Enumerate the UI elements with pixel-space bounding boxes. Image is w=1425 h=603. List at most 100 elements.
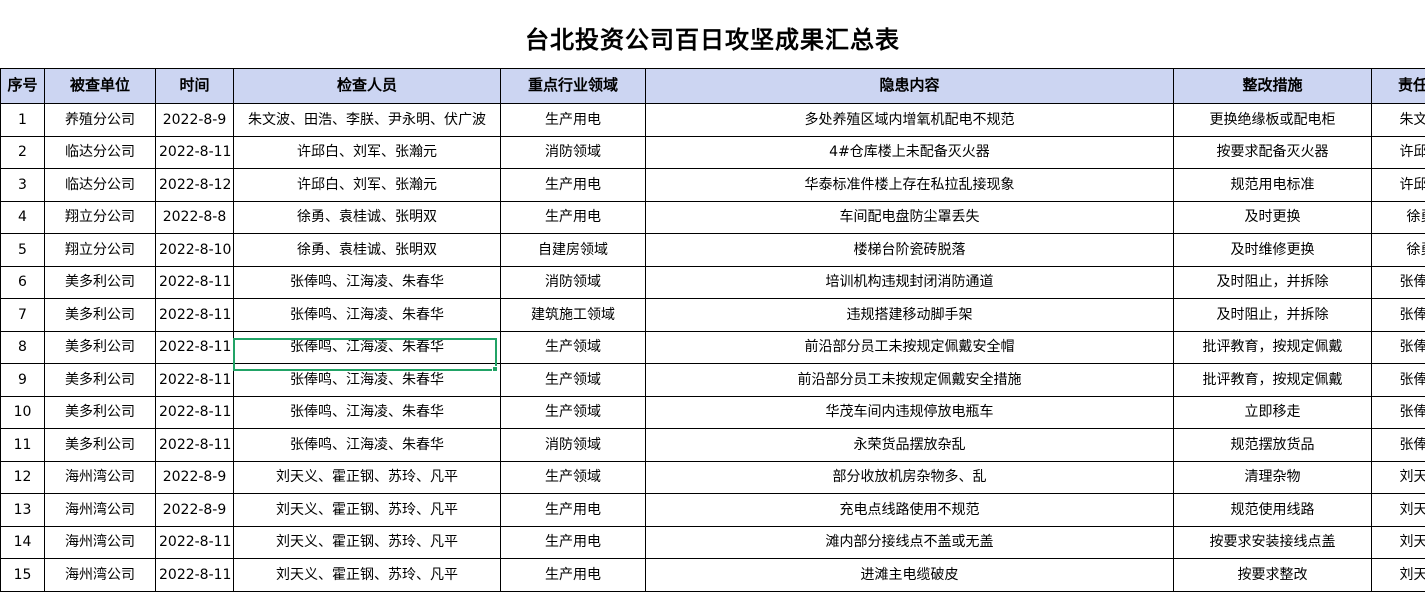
cell-idx[interactable]: 11 xyxy=(0,428,45,462)
cell-field[interactable]: 建筑施工领域 xyxy=(500,298,646,332)
cell-owner[interactable]: 张俸鸣 xyxy=(1371,265,1425,299)
cell-staff[interactable]: 张俸鸣、江海凌、朱春华 xyxy=(233,395,501,429)
cell-date[interactable]: 2022-8-11 xyxy=(155,428,234,462)
cell-staff[interactable]: 张俸鸣、江海凌、朱春华 xyxy=(233,428,501,462)
cell-owner[interactable]: 张俸鸣 xyxy=(1371,298,1425,332)
cell-field[interactable]: 消防领域 xyxy=(500,265,646,299)
cell-unit[interactable]: 美多利公司 xyxy=(44,395,156,429)
cell-staff[interactable]: 刘天义、霍正钢、苏玲、凡平 xyxy=(233,460,501,494)
cell-action[interactable]: 清理杂物 xyxy=(1173,460,1372,494)
column-header-unit[interactable]: 被查单位 xyxy=(44,68,156,104)
cell-idx[interactable]: 14 xyxy=(0,525,45,559)
cell-unit[interactable]: 临达分公司 xyxy=(44,135,156,169)
cell-staff[interactable]: 徐勇、袁桂诚、张明双 xyxy=(233,200,501,234)
cell-action[interactable]: 按要求安装接线点盖 xyxy=(1173,525,1372,559)
cell-date[interactable]: 2022-8-9 xyxy=(155,103,234,137)
cell-unit[interactable]: 美多利公司 xyxy=(44,298,156,332)
cell-field[interactable]: 生产用电 xyxy=(500,525,646,559)
cell-hazard[interactable]: 华泰标准件楼上存在私拉乱接现象 xyxy=(645,168,1174,202)
cell-date[interactable]: 2022-8-10 xyxy=(155,233,234,267)
cell-unit[interactable]: 翔立分公司 xyxy=(44,200,156,234)
cell-hazard[interactable]: 部分收放机房杂物多、乱 xyxy=(645,460,1174,494)
cell-field[interactable]: 生产用电 xyxy=(500,558,646,592)
cell-owner[interactable]: 刘天义 xyxy=(1371,558,1425,592)
cell-idx[interactable]: 3 xyxy=(0,168,45,202)
column-header-hazard[interactable]: 隐患内容 xyxy=(645,68,1174,104)
cell-field[interactable]: 生产用电 xyxy=(500,103,646,137)
cell-action[interactable]: 及时维修更换 xyxy=(1173,233,1372,267)
cell-unit[interactable]: 美多利公司 xyxy=(44,330,156,364)
cell-staff[interactable]: 张俸鸣、江海凌、朱春华 xyxy=(233,363,501,397)
cell-staff[interactable]: 徐勇、袁桂诚、张明双 xyxy=(233,233,501,267)
cell-date[interactable]: 2022-8-12 xyxy=(155,168,234,202)
cell-unit[interactable]: 海州湾公司 xyxy=(44,525,156,559)
cell-action[interactable]: 批评教育，按规定佩戴 xyxy=(1173,363,1372,397)
cell-staff[interactable]: 朱文波、田浩、李朕、尹永明、伏广波 xyxy=(233,103,501,137)
cell-owner[interactable]: 张俸鸣 xyxy=(1371,395,1425,429)
cell-hazard[interactable]: 充电点线路使用不规范 xyxy=(645,493,1174,527)
cell-hazard[interactable]: 永荣货品摆放杂乱 xyxy=(645,428,1174,462)
cell-field[interactable]: 消防领域 xyxy=(500,135,646,169)
cell-hazard[interactable]: 多处养殖区域内增氧机配电不规范 xyxy=(645,103,1174,137)
cell-field[interactable]: 消防领域 xyxy=(500,428,646,462)
cell-hazard[interactable]: 车间配电盘防尘罩丢失 xyxy=(645,200,1174,234)
cell-staff[interactable]: 张俸鸣、江海凌、朱春华 xyxy=(233,298,501,332)
cell-unit[interactable]: 海州湾公司 xyxy=(44,460,156,494)
cell-field[interactable]: 生产领域 xyxy=(500,330,646,364)
column-header-index[interactable]: 序号 xyxy=(0,68,45,104)
cell-owner[interactable]: 许邱白 xyxy=(1371,135,1425,169)
cell-date[interactable]: 2022-8-11 xyxy=(155,330,234,364)
cell-unit[interactable]: 临达分公司 xyxy=(44,168,156,202)
cell-staff[interactable]: 许邱白、刘军、张瀚元 xyxy=(233,168,501,202)
cell-staff[interactable]: 刘天义、霍正钢、苏玲、凡平 xyxy=(233,525,501,559)
cell-action[interactable]: 批评教育，按规定佩戴 xyxy=(1173,330,1372,364)
cell-action[interactable]: 规范摆放货品 xyxy=(1173,428,1372,462)
cell-field[interactable]: 自建房领域 xyxy=(500,233,646,267)
cell-date[interactable]: 2022-8-11 xyxy=(155,265,234,299)
cell-field[interactable]: 生产领域 xyxy=(500,395,646,429)
cell-unit[interactable]: 美多利公司 xyxy=(44,428,156,462)
cell-idx[interactable]: 2 xyxy=(0,135,45,169)
cell-unit[interactable]: 海州湾公司 xyxy=(44,493,156,527)
cell-date[interactable]: 2022-8-11 xyxy=(155,298,234,332)
cell-hazard[interactable]: 培训机构违规封闭消防通道 xyxy=(645,265,1174,299)
cell-unit[interactable]: 美多利公司 xyxy=(44,363,156,397)
cell-date[interactable]: 2022-8-11 xyxy=(155,363,234,397)
cell-hazard[interactable]: 滩内部分接线点不盖或无盖 xyxy=(645,525,1174,559)
cell-hazard[interactable]: 违规搭建移动脚手架 xyxy=(645,298,1174,332)
cell-idx[interactable]: 8 xyxy=(0,330,45,364)
cell-field[interactable]: 生产领域 xyxy=(500,363,646,397)
cell-staff[interactable]: 刘天义、霍正钢、苏玲、凡平 xyxy=(233,558,501,592)
cell-owner[interactable]: 刘天义 xyxy=(1371,525,1425,559)
column-header-owner[interactable]: 责任人 xyxy=(1371,68,1425,104)
cell-owner[interactable]: 张俸鸣 xyxy=(1371,330,1425,364)
cell-owner[interactable]: 徐勇 xyxy=(1371,233,1425,267)
cell-action[interactable]: 按要求配备灭火器 xyxy=(1173,135,1372,169)
column-header-date[interactable]: 时间 xyxy=(155,68,234,104)
cell-field[interactable]: 生产用电 xyxy=(500,168,646,202)
cell-idx[interactable]: 10 xyxy=(0,395,45,429)
cell-unit[interactable]: 海州湾公司 xyxy=(44,558,156,592)
cell-idx[interactable]: 7 xyxy=(0,298,45,332)
cell-action[interactable]: 规范用电标准 xyxy=(1173,168,1372,202)
cell-owner[interactable]: 徐勇 xyxy=(1371,200,1425,234)
cell-owner[interactable]: 朱文波 xyxy=(1371,103,1425,137)
cell-idx[interactable]: 15 xyxy=(0,558,45,592)
cell-action[interactable]: 及时阻止，并拆除 xyxy=(1173,265,1372,299)
cell-date[interactable]: 2022-8-8 xyxy=(155,200,234,234)
cell-owner[interactable]: 刘天义 xyxy=(1371,460,1425,494)
cell-staff[interactable]: 张俸鸣、江海凌、朱春华 xyxy=(233,330,501,364)
cell-date[interactable]: 2022-8-11 xyxy=(155,395,234,429)
cell-hazard[interactable]: 华茂车间内违规停放电瓶车 xyxy=(645,395,1174,429)
cell-action[interactable]: 按要求整改 xyxy=(1173,558,1372,592)
column-header-field[interactable]: 重点行业领域 xyxy=(500,68,646,104)
cell-action[interactable]: 规范使用线路 xyxy=(1173,493,1372,527)
cell-hazard[interactable]: 前沿部分员工未按规定佩戴安全措施 xyxy=(645,363,1174,397)
fill-handle[interactable] xyxy=(492,366,498,372)
cell-field[interactable]: 生产领域 xyxy=(500,460,646,494)
cell-hazard[interactable]: 4#仓库楼上未配备灭火器 xyxy=(645,135,1174,169)
cell-action[interactable]: 更换绝缘板或配电柜 xyxy=(1173,103,1372,137)
cell-date[interactable]: 2022-8-11 xyxy=(155,135,234,169)
cell-hazard[interactable]: 前沿部分员工未按规定佩戴安全帽 xyxy=(645,330,1174,364)
cell-idx[interactable]: 4 xyxy=(0,200,45,234)
